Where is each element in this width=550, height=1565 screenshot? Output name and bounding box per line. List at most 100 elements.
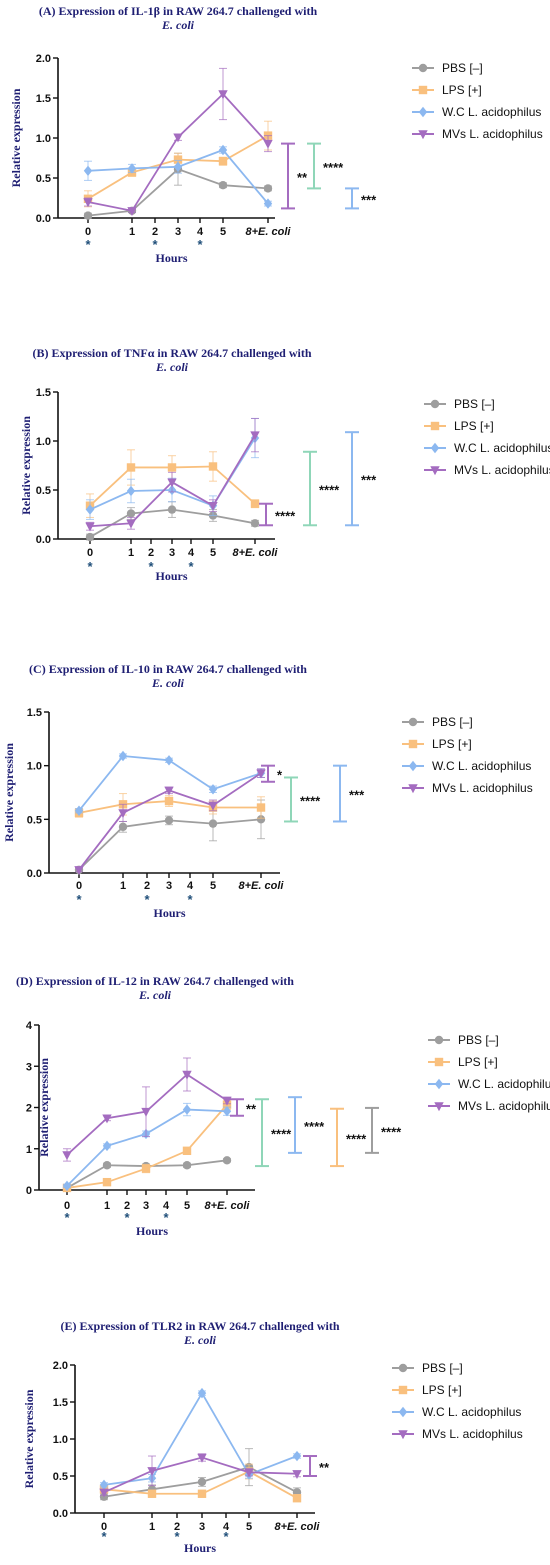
series-mvs [99, 1453, 302, 1498]
series-wc [62, 1102, 232, 1192]
legend-marker [398, 1406, 408, 1418]
data-point [263, 139, 273, 149]
legend-item: PBS [–] [402, 715, 473, 729]
x-tick-label: 1 [128, 547, 134, 559]
data-point [256, 815, 266, 824]
timepoint-star: * [64, 1210, 70, 1225]
legend-marker [434, 1035, 444, 1045]
legend-marker [434, 1102, 444, 1112]
series-line [103, 1456, 298, 1494]
data-point [167, 505, 177, 514]
significance-stars: **** [381, 1124, 402, 1139]
legend-item: PBS [–] [424, 397, 495, 411]
legend-marker [418, 63, 428, 73]
legend-item: LPS [+] [392, 1383, 462, 1397]
data-point [164, 796, 174, 806]
x-tick-label: 3 [169, 547, 175, 559]
legend-marker [430, 442, 440, 454]
series-line [66, 1104, 228, 1189]
y-tick-label: 1.5 [36, 387, 51, 399]
legend-label: MVs L. acidophilus [454, 463, 550, 477]
data-point [126, 485, 136, 497]
data-point [74, 805, 84, 816]
timepoint-star: * [148, 559, 154, 574]
legend-marker [408, 784, 418, 794]
data-point [85, 504, 95, 515]
legend-label: W.C L. acidophilus [458, 1077, 550, 1091]
series-wc [99, 1387, 302, 1491]
x-tick-label: 3 [199, 1521, 205, 1533]
legend: PBS [–] LPS [+] W.C L. acidophilus MVs L. a… [412, 61, 543, 141]
data-point [62, 1180, 72, 1192]
data-point [173, 161, 183, 172]
x-tick-label: 2 [174, 1521, 180, 1533]
x-tick-label: 1 [120, 880, 126, 892]
significance-stars: **** [275, 509, 296, 524]
chart-panel-d: (D) Expression of IL-12 in RAW 264.7 cha… [16, 974, 550, 1238]
legend-label: W.C L. acidophilus [422, 1405, 521, 1419]
x-tick-label: 2 [124, 1200, 130, 1212]
x-tick-label: 8+E. coli [205, 1200, 251, 1212]
y-tick-label: 4 [26, 1020, 33, 1032]
y-tick-label: 2.0 [53, 1360, 68, 1372]
significance-bracket: ** [303, 1455, 330, 1477]
data-point [292, 1450, 302, 1462]
data-point [102, 1140, 112, 1152]
timepoint-star: * [187, 892, 193, 907]
y-tick-label: 2.0 [36, 53, 51, 65]
y-tick-label: 0.5 [36, 173, 51, 185]
series-line [87, 92, 269, 212]
data-point [222, 1156, 232, 1165]
data-point [208, 801, 218, 811]
x-tick-label: 8+E. coli [233, 547, 279, 559]
data-point [208, 462, 218, 471]
data-point [182, 1070, 192, 1080]
data-point [250, 519, 260, 528]
series-pbs [62, 1156, 232, 1193]
chart-title-line2: E. coli [183, 1333, 217, 1347]
chart-title: (E) Expression of TLR2 in RAW 264.7 chal… [60, 1319, 339, 1333]
x-tick-label: 8+E. coli [239, 880, 285, 892]
chart-panel-c: (C) Expression of IL-10 in RAW 264.7 cha… [2, 662, 533, 920]
data-point [141, 1107, 151, 1117]
timepoint-star: * [124, 1210, 130, 1225]
legend-label: LPS [+] [422, 1383, 462, 1397]
x-tick-label: 4 [187, 880, 194, 892]
timepoint-star: * [85, 237, 91, 252]
y-axis-label: Relative expression [2, 743, 16, 842]
significance-bracket: **** [259, 502, 296, 527]
x-tick-label: 4 [197, 226, 204, 238]
significance-stars: **** [323, 160, 344, 175]
legend-marker [408, 717, 418, 727]
y-axis-label: Relative expression [9, 88, 23, 187]
y-tick-label: 3 [26, 1061, 32, 1073]
data-point [222, 1106, 232, 1117]
data-point [250, 499, 260, 508]
data-point [197, 1489, 207, 1498]
legend-label: MVs L. acidophilus [458, 1099, 550, 1113]
data-point [197, 1453, 207, 1463]
chart-panel-a: (A) Expression of IL-1β in RAW 264.7 cha… [9, 4, 543, 265]
legend-item: W.C L. acidophilus [412, 105, 541, 119]
legend-marker [398, 1363, 408, 1373]
timepoint-star: * [223, 1529, 229, 1544]
significance-bracket: **** [288, 1096, 325, 1154]
x-tick-label: 8+E. coli [275, 1521, 321, 1533]
x-tick-label: 4 [163, 1200, 170, 1212]
timepoint-star: * [76, 892, 82, 907]
x-tick-label: 3 [175, 226, 181, 238]
data-point [164, 786, 174, 796]
chart-title: (B) Expression of TNFα in RAW 264.7 chal… [32, 346, 311, 360]
series-wc [83, 144, 273, 209]
x-tick-label: 1 [129, 226, 135, 238]
series-pbs [85, 501, 260, 542]
data-point [83, 165, 93, 176]
data-point [127, 207, 137, 216]
significance-stars: *** [361, 192, 377, 207]
data-point [208, 784, 218, 795]
data-point [250, 431, 260, 441]
timepoint-star: * [163, 1210, 169, 1225]
data-point [173, 133, 183, 143]
legend: PBS [–] LPS [+] W.C L. acidophilus MVs L. a… [402, 715, 533, 795]
